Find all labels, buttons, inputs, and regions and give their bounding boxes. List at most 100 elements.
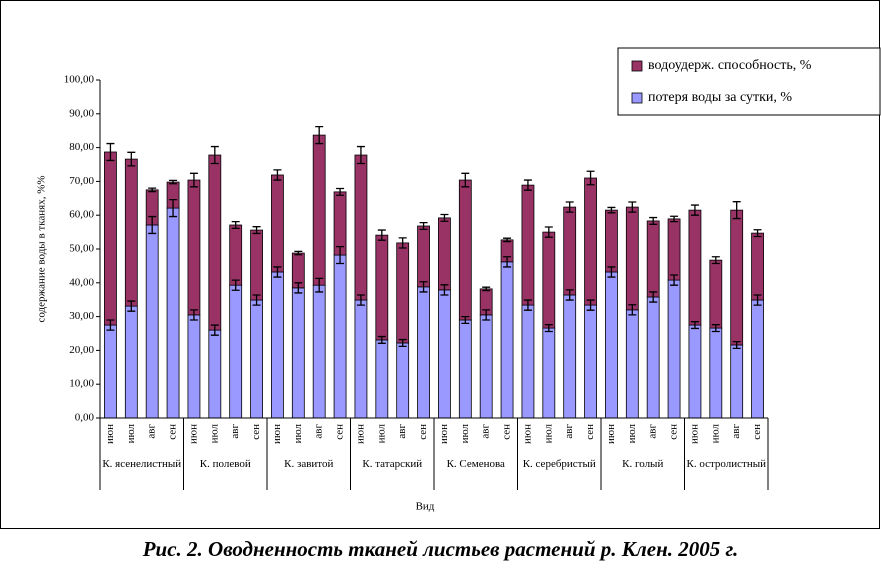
error-bar <box>398 237 407 249</box>
y-tick-label: 70,00 <box>69 175 94 187</box>
error-bar <box>753 294 762 306</box>
error-bar <box>732 201 741 220</box>
error-bar <box>336 187 345 196</box>
error-bar <box>106 319 115 331</box>
error-bar <box>607 266 616 278</box>
error-bar <box>482 309 491 321</box>
bar-segment <box>312 134 326 286</box>
x-tick-label: июл <box>626 423 638 443</box>
bar-segment <box>417 225 430 288</box>
bar-segment <box>584 304 597 419</box>
error-bar <box>523 179 532 191</box>
x-tick-label: июн <box>521 424 533 444</box>
x-tick-label: сен <box>584 424 596 440</box>
error-bar <box>461 172 470 188</box>
x-tick-label: сен <box>250 424 262 440</box>
bar-segment <box>187 179 201 316</box>
x-tick-label: июл <box>208 423 220 443</box>
bar-segment <box>104 151 117 326</box>
error-bar <box>503 256 512 268</box>
bar-segment <box>479 314 493 419</box>
error-bar <box>356 294 365 306</box>
group-label: К. полевой <box>199 458 251 470</box>
legend-swatch <box>631 92 643 104</box>
y-tick-label: 50,00 <box>69 243 94 255</box>
y-tick-label: 0,00 <box>75 412 95 424</box>
bar-segment <box>333 254 347 419</box>
bar-segment <box>542 327 556 419</box>
error-bar <box>523 299 532 311</box>
bar-segment <box>104 324 117 419</box>
error-bar <box>273 169 282 181</box>
bar-segment <box>417 286 430 419</box>
error-bar <box>419 221 428 231</box>
error-bar <box>398 338 407 347</box>
x-tick-label: июл <box>375 423 387 443</box>
error-bar <box>169 179 178 185</box>
bar-segment <box>312 284 326 419</box>
x-axis-label: Вид <box>416 501 435 513</box>
error-bar <box>461 315 470 325</box>
bar-segment <box>145 224 159 419</box>
error-bar <box>690 321 699 330</box>
bar-segment <box>458 179 472 321</box>
error-bar <box>544 324 553 333</box>
bar-segment <box>646 220 660 298</box>
bar-segment <box>667 279 681 419</box>
legend-label: водоудерж. способность, % <box>648 58 812 73</box>
error-bar <box>670 215 679 223</box>
error-bar <box>753 229 762 238</box>
bar-segment <box>396 242 410 344</box>
error-bar <box>210 145 219 165</box>
bar-segment <box>605 209 618 273</box>
bar-segment <box>751 299 764 419</box>
bar-segment <box>375 234 389 341</box>
bar-segment <box>751 232 764 301</box>
legend-box <box>617 47 881 116</box>
bar-segment <box>584 177 597 306</box>
bar-segment <box>166 207 180 419</box>
x-tick-label: июл <box>542 423 554 443</box>
bar-segment <box>187 314 201 419</box>
x-tick-label: авг <box>563 424 575 439</box>
bar-segment <box>271 271 284 419</box>
error-bar <box>189 172 198 188</box>
error-bar <box>565 289 574 301</box>
y-tick-label: 20,00 <box>69 344 94 356</box>
legend-swatch <box>631 60 643 72</box>
bar-segment <box>563 206 577 296</box>
error-bar <box>628 304 637 316</box>
error-bar <box>377 229 386 241</box>
error-bar <box>315 277 324 293</box>
group-label: К. завитой <box>284 458 334 470</box>
error-bar <box>336 245 345 265</box>
error-bar <box>231 279 240 291</box>
group-label: К. остролистный <box>686 458 767 470</box>
error-bar <box>169 199 178 218</box>
error-bar <box>586 299 595 311</box>
bar-segment <box>124 158 138 307</box>
x-tick-label: июл <box>709 423 721 443</box>
error-bar <box>356 145 365 165</box>
x-tick-label: авг <box>396 424 408 439</box>
x-tick-label: июл <box>292 423 304 443</box>
x-tick-label: авг <box>229 424 241 439</box>
x-tick-label: сен <box>751 424 763 440</box>
x-tick-label: авг <box>313 424 325 439</box>
x-tick-label: июн <box>187 424 199 444</box>
y-tick-label: 100,00 <box>64 74 95 86</box>
error-bar <box>440 284 449 296</box>
bar-segment <box>646 296 660 419</box>
error-bar <box>294 282 303 294</box>
error-bar <box>628 201 637 213</box>
bar-segment <box>229 284 243 419</box>
error-bar <box>231 220 240 230</box>
bar-segment <box>709 259 723 329</box>
y-tick-label: 80,00 <box>69 141 94 153</box>
error-bar <box>106 142 115 162</box>
group-label: К. ясенелистный <box>102 458 182 470</box>
bar-segment <box>291 287 305 419</box>
x-tick-label: июн <box>438 424 450 444</box>
error-bar <box>732 340 741 350</box>
bar-segment <box>438 217 451 291</box>
